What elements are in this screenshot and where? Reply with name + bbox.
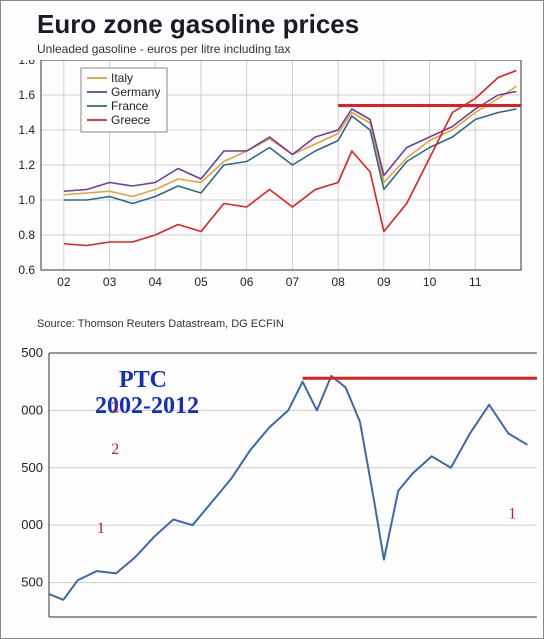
page-root: { "top_chart": { "type": "line", "title"… — [0, 0, 544, 639]
svg-text:0.8: 0.8 — [18, 228, 35, 242]
svg-text:Germany: Germany — [111, 85, 160, 99]
chart-subtitle: Unleaded gasoline - euros per litre incl… — [37, 42, 537, 56]
svg-text:06: 06 — [240, 275, 254, 289]
ptc-chart: 500000500000500PTC2002-20121221 — [7, 345, 537, 629]
bottom-chart-svg: 500000500000500PTC2002-20121221 — [7, 345, 537, 629]
svg-text:Greece: Greece — [111, 113, 151, 127]
svg-text:1.2: 1.2 — [18, 158, 35, 172]
euro-gasoline-chart: Euro zone gasoline prices Unleaded gasol… — [7, 5, 537, 335]
svg-text:04: 04 — [149, 275, 163, 289]
svg-text:03: 03 — [103, 275, 117, 289]
svg-text:07: 07 — [286, 275, 300, 289]
svg-text:1: 1 — [97, 520, 105, 537]
svg-text:France: France — [111, 99, 149, 113]
svg-text:10: 10 — [423, 275, 437, 289]
svg-text:08: 08 — [331, 275, 345, 289]
svg-text:1.0: 1.0 — [18, 193, 35, 207]
svg-text:0.6: 0.6 — [18, 263, 35, 277]
svg-text:000: 000 — [21, 402, 43, 417]
svg-text:2: 2 — [111, 400, 119, 417]
svg-text:09: 09 — [377, 275, 391, 289]
svg-text:PTC: PTC — [119, 367, 167, 393]
svg-text:1.6: 1.6 — [18, 88, 35, 102]
svg-text:500: 500 — [21, 460, 43, 475]
svg-text:500: 500 — [21, 345, 43, 360]
svg-text:1.8: 1.8 — [18, 60, 35, 67]
svg-text:1.4: 1.4 — [18, 123, 35, 137]
svg-text:05: 05 — [194, 275, 208, 289]
chart-title: Euro zone gasoline prices — [37, 9, 537, 40]
svg-text:02: 02 — [57, 275, 71, 289]
top-chart-svg: 0.6 0.8 1.0 1.2 1.4 1.6 1.8 02 03 04 05 06 07 08 09 10 1… — [7, 60, 537, 316]
svg-text:1: 1 — [508, 505, 516, 522]
chart-source: Source: Thomson Reuters Datastream, DG E… — [37, 318, 537, 330]
svg-text:500: 500 — [21, 575, 43, 590]
svg-text:Italy: Italy — [111, 71, 133, 85]
svg-text:2: 2 — [111, 441, 119, 458]
svg-text:000: 000 — [21, 517, 43, 532]
svg-text:11: 11 — [469, 275, 482, 289]
